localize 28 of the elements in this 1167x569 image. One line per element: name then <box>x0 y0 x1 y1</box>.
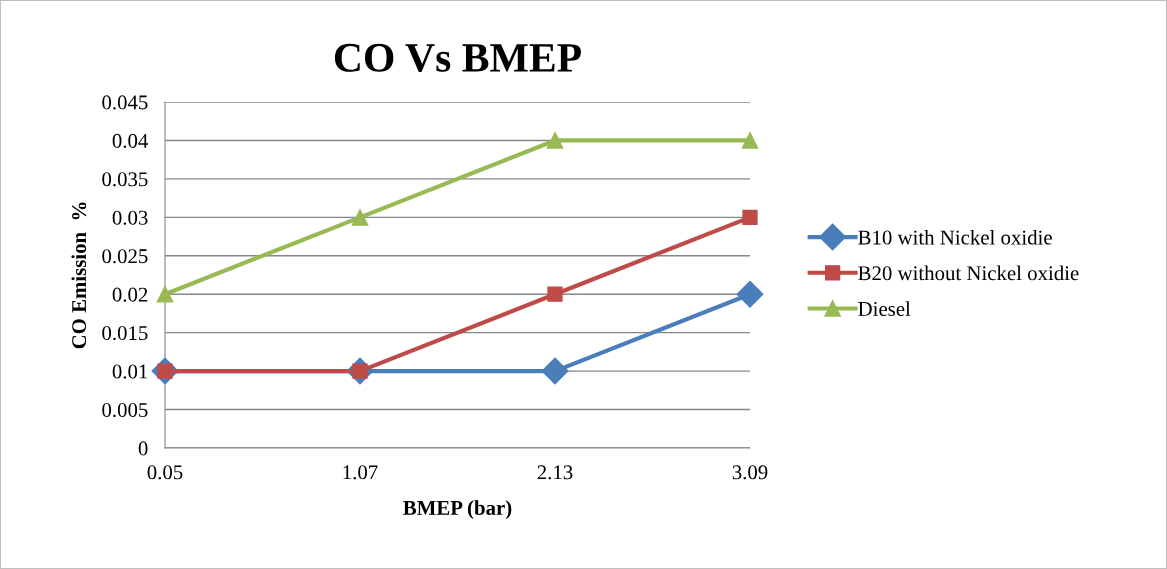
y-tick-label: 0.01 <box>112 364 148 379</box>
legend-label: B20 without Nickel oxidie <box>858 265 1079 281</box>
point <box>742 209 758 225</box>
x-axis-title: BMEP (bar) <box>403 500 512 520</box>
x-tick-label: 2.13 <box>537 465 573 480</box>
y-tick-label: 0.035 <box>102 172 148 187</box>
x-tick-label: 3.09 <box>732 465 768 480</box>
y-tick-label: 0 <box>138 441 148 456</box>
y-tick-label: 0.04 <box>112 133 149 148</box>
point <box>741 132 759 149</box>
legend-label: B10 with Nickel oxidie <box>858 229 1052 245</box>
y-tick-label: 0.03 <box>112 210 148 225</box>
y-tick-label: 0.015 <box>102 326 148 341</box>
point <box>156 285 174 303</box>
point <box>546 132 564 149</box>
y-axis-title: CO Emission % <box>71 202 87 349</box>
chart-title: CO Vs BMEP <box>334 43 581 73</box>
x-tick-label: 0.05 <box>147 465 183 480</box>
y-tick-label: 0.02 <box>112 287 148 302</box>
y-tick-label: 0.005 <box>102 402 148 418</box>
point <box>736 280 764 308</box>
x-tick-label: 1.07 <box>343 465 378 480</box>
point <box>541 357 569 385</box>
legend-label: Diesel <box>858 301 911 316</box>
y-tick-label: 0.025 <box>102 249 148 264</box>
y-tick-label: 0.045 <box>102 95 148 110</box>
point <box>547 286 563 302</box>
point <box>351 208 369 226</box>
